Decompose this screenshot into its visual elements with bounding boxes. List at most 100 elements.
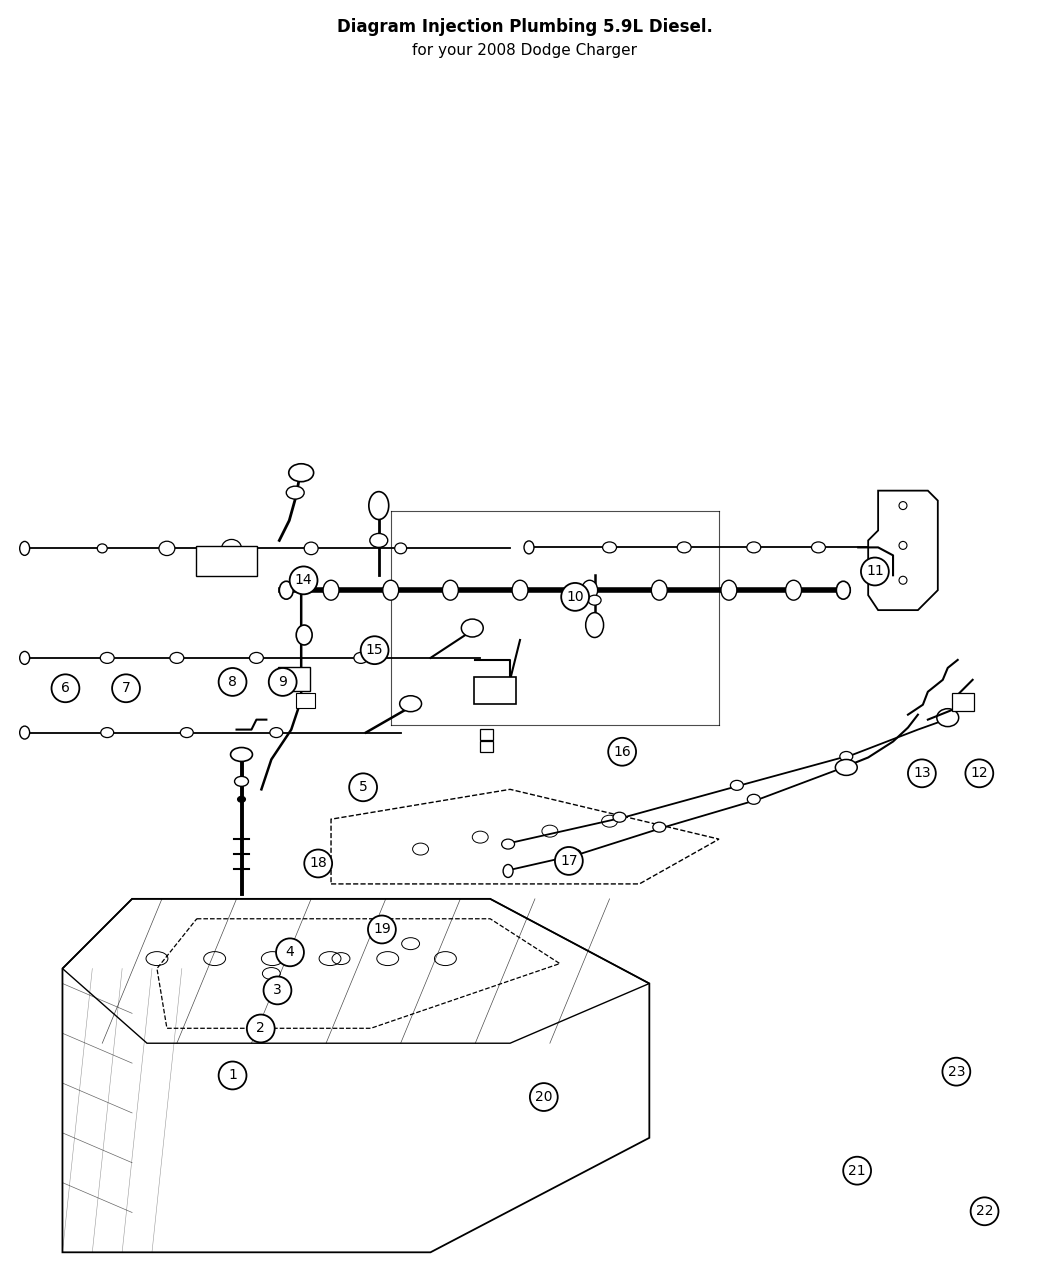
Text: 9: 9 bbox=[278, 674, 287, 688]
Ellipse shape bbox=[370, 533, 387, 547]
Ellipse shape bbox=[651, 580, 667, 601]
FancyBboxPatch shape bbox=[480, 729, 492, 740]
Ellipse shape bbox=[287, 486, 304, 499]
Ellipse shape bbox=[170, 653, 184, 663]
Circle shape bbox=[304, 849, 332, 877]
Ellipse shape bbox=[677, 542, 691, 553]
Ellipse shape bbox=[653, 822, 666, 833]
Text: for your 2008 Dodge Charger: for your 2008 Dodge Charger bbox=[413, 42, 637, 57]
Ellipse shape bbox=[20, 542, 29, 556]
Circle shape bbox=[247, 1015, 275, 1043]
Text: 3: 3 bbox=[273, 983, 281, 997]
Text: 14: 14 bbox=[295, 574, 313, 588]
Ellipse shape bbox=[237, 797, 246, 802]
Ellipse shape bbox=[98, 544, 107, 553]
Text: 8: 8 bbox=[228, 674, 237, 688]
Text: 12: 12 bbox=[970, 766, 988, 780]
Ellipse shape bbox=[234, 776, 249, 787]
Ellipse shape bbox=[748, 794, 760, 805]
FancyBboxPatch shape bbox=[480, 741, 492, 752]
Circle shape bbox=[51, 674, 80, 703]
Ellipse shape bbox=[568, 849, 582, 859]
Ellipse shape bbox=[836, 760, 857, 775]
Circle shape bbox=[943, 1058, 970, 1085]
Ellipse shape bbox=[400, 696, 421, 711]
Ellipse shape bbox=[502, 839, 514, 849]
Ellipse shape bbox=[20, 725, 29, 739]
Ellipse shape bbox=[369, 492, 388, 519]
Circle shape bbox=[218, 1062, 247, 1089]
Ellipse shape bbox=[503, 864, 513, 877]
Ellipse shape bbox=[395, 543, 406, 553]
Circle shape bbox=[218, 668, 247, 696]
Ellipse shape bbox=[512, 580, 528, 601]
Text: 11: 11 bbox=[866, 565, 884, 579]
Text: 23: 23 bbox=[947, 1065, 965, 1079]
Ellipse shape bbox=[721, 580, 737, 601]
Text: Diagram Injection Plumbing 5.9L Diesel.: Diagram Injection Plumbing 5.9L Diesel. bbox=[337, 18, 713, 36]
Ellipse shape bbox=[524, 541, 534, 553]
Circle shape bbox=[264, 977, 292, 1005]
Circle shape bbox=[555, 847, 583, 875]
Ellipse shape bbox=[442, 580, 459, 601]
FancyBboxPatch shape bbox=[278, 667, 310, 691]
Text: 2: 2 bbox=[256, 1021, 266, 1035]
Ellipse shape bbox=[586, 612, 604, 638]
Text: 13: 13 bbox=[914, 766, 930, 780]
Ellipse shape bbox=[279, 581, 293, 599]
Ellipse shape bbox=[785, 580, 801, 601]
Text: 4: 4 bbox=[286, 945, 294, 959]
Ellipse shape bbox=[20, 652, 29, 664]
FancyBboxPatch shape bbox=[296, 694, 315, 708]
Text: 6: 6 bbox=[61, 681, 70, 695]
Text: 21: 21 bbox=[848, 1164, 866, 1178]
Text: 20: 20 bbox=[536, 1090, 552, 1104]
Ellipse shape bbox=[613, 812, 626, 822]
Circle shape bbox=[861, 557, 888, 585]
Circle shape bbox=[290, 566, 317, 594]
FancyBboxPatch shape bbox=[195, 547, 257, 576]
Text: 15: 15 bbox=[365, 643, 383, 657]
FancyBboxPatch shape bbox=[951, 692, 973, 710]
Text: 5: 5 bbox=[359, 780, 368, 794]
Text: 22: 22 bbox=[975, 1205, 993, 1219]
Ellipse shape bbox=[354, 653, 368, 663]
Circle shape bbox=[965, 760, 993, 787]
Circle shape bbox=[561, 583, 589, 611]
Circle shape bbox=[908, 760, 936, 787]
Text: 18: 18 bbox=[310, 857, 327, 871]
Ellipse shape bbox=[837, 581, 850, 599]
Circle shape bbox=[112, 674, 140, 703]
Ellipse shape bbox=[461, 620, 483, 638]
Text: 7: 7 bbox=[122, 681, 130, 695]
Ellipse shape bbox=[101, 728, 113, 737]
Ellipse shape bbox=[588, 595, 601, 606]
Text: 19: 19 bbox=[373, 923, 391, 936]
Ellipse shape bbox=[812, 542, 825, 553]
Ellipse shape bbox=[181, 728, 193, 737]
Circle shape bbox=[530, 1082, 558, 1111]
Circle shape bbox=[269, 668, 296, 696]
Ellipse shape bbox=[289, 464, 314, 482]
Ellipse shape bbox=[100, 653, 114, 663]
Ellipse shape bbox=[937, 709, 959, 727]
Ellipse shape bbox=[231, 747, 252, 761]
Circle shape bbox=[368, 915, 396, 944]
Ellipse shape bbox=[731, 780, 743, 790]
Ellipse shape bbox=[296, 625, 312, 645]
Ellipse shape bbox=[747, 542, 761, 553]
Circle shape bbox=[350, 774, 377, 801]
Ellipse shape bbox=[582, 580, 597, 601]
Ellipse shape bbox=[383, 580, 399, 601]
Circle shape bbox=[608, 738, 636, 766]
Text: 16: 16 bbox=[613, 745, 631, 759]
Text: 1: 1 bbox=[228, 1068, 237, 1082]
Ellipse shape bbox=[840, 751, 853, 761]
Text: 10: 10 bbox=[566, 590, 584, 604]
Circle shape bbox=[843, 1156, 872, 1184]
Ellipse shape bbox=[222, 539, 242, 557]
Circle shape bbox=[360, 636, 388, 664]
Ellipse shape bbox=[323, 580, 339, 601]
Ellipse shape bbox=[250, 653, 264, 663]
Ellipse shape bbox=[603, 542, 616, 553]
